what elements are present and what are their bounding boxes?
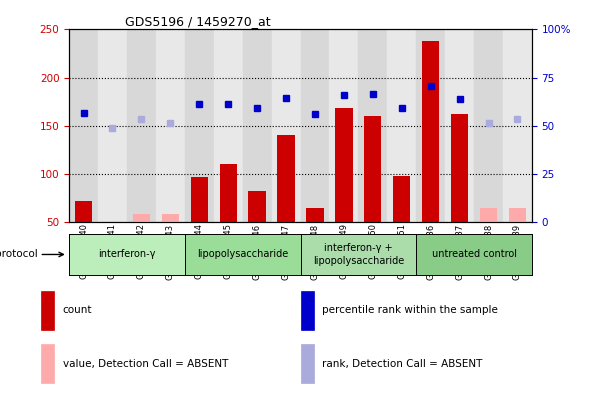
Bar bbox=[156, 29, 185, 222]
Bar bbox=[508, 208, 526, 222]
Text: count: count bbox=[63, 305, 92, 316]
Bar bbox=[272, 29, 300, 222]
Bar bbox=[162, 214, 179, 222]
Bar bbox=[307, 208, 324, 222]
Bar bbox=[474, 29, 503, 222]
Bar bbox=[243, 29, 272, 222]
Text: untreated control: untreated control bbox=[432, 250, 516, 259]
Bar bbox=[364, 116, 382, 222]
Bar bbox=[393, 176, 410, 222]
Bar bbox=[185, 29, 214, 222]
Bar bbox=[480, 208, 497, 222]
Bar bbox=[335, 108, 353, 222]
Bar bbox=[451, 114, 468, 222]
Bar bbox=[387, 29, 416, 222]
Text: lipopolysaccharide: lipopolysaccharide bbox=[197, 250, 288, 259]
Bar bbox=[277, 135, 294, 222]
Bar bbox=[329, 29, 358, 222]
Bar bbox=[98, 29, 127, 222]
Text: rank, Detection Call = ABSENT: rank, Detection Call = ABSENT bbox=[322, 358, 483, 369]
Bar bbox=[300, 29, 329, 222]
Text: percentile rank within the sample: percentile rank within the sample bbox=[322, 305, 498, 316]
Text: interferon-γ: interferon-γ bbox=[98, 250, 156, 259]
Text: interferon-γ +
lipopolysaccharide: interferon-γ + lipopolysaccharide bbox=[313, 243, 404, 266]
Bar bbox=[422, 41, 439, 222]
Bar bbox=[214, 29, 243, 222]
Text: GDS5196 / 1459270_at: GDS5196 / 1459270_at bbox=[124, 15, 270, 28]
Bar bbox=[248, 191, 266, 222]
Bar bbox=[133, 214, 150, 222]
Bar bbox=[219, 164, 237, 222]
Bar bbox=[445, 29, 474, 222]
Text: value, Detection Call = ABSENT: value, Detection Call = ABSENT bbox=[63, 358, 228, 369]
Bar bbox=[416, 29, 445, 222]
Bar bbox=[191, 177, 208, 222]
Bar bbox=[69, 29, 98, 222]
Bar bbox=[503, 29, 532, 222]
Bar bbox=[41, 291, 55, 330]
Bar bbox=[300, 291, 314, 330]
Bar bbox=[358, 29, 387, 222]
Bar bbox=[75, 201, 93, 222]
Bar bbox=[300, 344, 314, 383]
Bar bbox=[41, 344, 55, 383]
Text: protocol: protocol bbox=[0, 249, 38, 259]
Bar bbox=[127, 29, 156, 222]
